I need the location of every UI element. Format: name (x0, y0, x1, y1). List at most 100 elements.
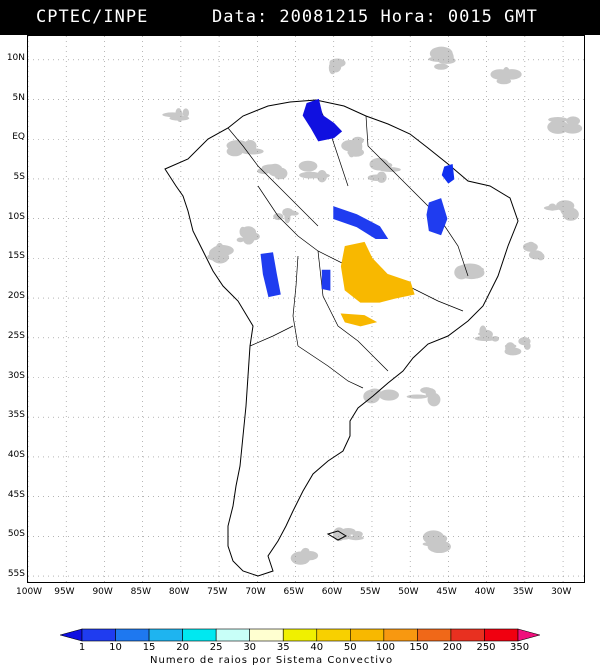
lat-tick-label: 10N (6, 52, 25, 63)
cloud-patch (182, 108, 190, 118)
cloud-patch (211, 251, 229, 264)
lon-tick-label: 30W (551, 587, 572, 597)
lat-tick-label: 40S (7, 449, 25, 460)
lon-tick-label: 85W (130, 587, 152, 597)
convective-system-parana (340, 313, 378, 327)
lat-tick-label: 5S (13, 171, 25, 182)
coastline-layer (164, 99, 519, 577)
convective-systems-layer (260, 98, 455, 327)
cloud-patch (369, 157, 389, 171)
lat-tick-label: 25S (7, 330, 25, 341)
lat-tick-label: 20S (7, 291, 25, 302)
cloud-patch (243, 140, 257, 152)
colorbar-swatch (484, 628, 519, 642)
lat-tick-label: 55S (7, 569, 25, 580)
south-america-map[interactable] (28, 36, 586, 584)
lon-tick-label: 55W (359, 587, 381, 597)
colorbar-tick-label: 30 (243, 642, 257, 653)
colorbar-swatch (350, 628, 385, 642)
colorbar-tick-label: 50 (343, 642, 357, 653)
cloud-patch (548, 203, 557, 211)
cloud-patch (427, 392, 441, 407)
lat-tick-label: 30S (7, 370, 25, 381)
cloud-patch (518, 337, 531, 346)
lon-tick-label: 95W (54, 587, 75, 597)
lat-tick-label: 50S (7, 529, 25, 540)
convective-system-mato-grosso (340, 241, 415, 303)
cloud-patch (383, 391, 396, 399)
cloud-patch (527, 243, 536, 253)
colorbar-tick-label: 20 (176, 642, 189, 653)
cloud-patch (236, 237, 245, 243)
cloud-patch (240, 226, 257, 240)
cloud-patch (406, 394, 428, 399)
colorbar-title: Numero de raios por Sistema Convectivo (150, 655, 394, 666)
country-borders (227, 99, 469, 389)
agency-label: CPTEC/INPE (36, 7, 149, 27)
lon-tick-label: 50W (398, 587, 419, 597)
cloud-patch (556, 200, 575, 212)
colorbar-swatch (517, 628, 540, 642)
cloud-patch (295, 554, 310, 560)
colorbar-tick-label: 350 (510, 642, 530, 653)
colorbar-tick-label: 1 (78, 642, 86, 653)
colorbar-swatch (450, 628, 485, 642)
cloud-patch (376, 171, 387, 183)
colorbar-swatch (81, 628, 116, 642)
colorbar-tick-label: 40 (310, 642, 324, 653)
cloud-patch (298, 160, 318, 172)
colorbar-swatch (148, 628, 183, 642)
map-header: CPTEC/INPE Data: 20081215 Hora: 0015 GMT (0, 0, 600, 35)
cloud-patch (528, 250, 544, 260)
colorbar-tick-label: 25 (209, 642, 223, 653)
cloud-patch (307, 162, 315, 167)
cloud-patch (347, 148, 365, 157)
lon-tick-label: 45W (436, 587, 457, 597)
colorbar-swatch (249, 628, 284, 642)
colorbar-swatch (60, 628, 83, 642)
convective-system-northeast-a (441, 164, 455, 184)
colorbar-tick-label: 200 (442, 642, 463, 653)
convective-system-amazon-north (302, 98, 343, 142)
cloud-patch (348, 535, 364, 541)
cloud-patch (257, 167, 271, 175)
colorbar-swatch (282, 628, 318, 642)
lon-tick-label: 90W (92, 587, 113, 597)
south-america-coastline (164, 99, 519, 577)
map-panel[interactable] (27, 35, 586, 584)
colorbar-swatch (115, 628, 150, 642)
colorbar-tick-label: 15 (142, 642, 156, 653)
lat-tick-label: 10S (7, 211, 25, 222)
convective-system-bolivia-small (321, 269, 331, 291)
cloud-patch (465, 266, 484, 273)
colorbar-tick-label: 10 (109, 642, 122, 653)
cloud-patch (340, 527, 356, 536)
cloud-patch (284, 211, 291, 224)
lat-tick-label: EQ (12, 132, 25, 143)
colorbar-tick-label: 150 (409, 642, 429, 653)
cloud-patch (234, 144, 243, 154)
cloud-patch (428, 389, 436, 396)
datetime-label: Data: 20081215 Hora: 0015 GMT (212, 7, 538, 27)
colorbar-swatch (383, 628, 418, 642)
colorbar-tick-label: 35 (276, 642, 290, 653)
colorbar-swatch (182, 628, 217, 642)
lon-tick-label: 60W (321, 587, 343, 597)
cloud-patch (273, 168, 284, 180)
lat-tick-label: 15S (7, 251, 25, 262)
cloud-patch (547, 120, 569, 134)
cloud-patch (454, 265, 469, 280)
cloud-patch (490, 69, 509, 80)
cloud-patch (474, 336, 497, 342)
colorbar-swatch (316, 628, 351, 642)
lat-lon-grid (28, 36, 586, 584)
cloud-patch (169, 115, 190, 121)
lat-tick-label: 5N (12, 92, 25, 103)
convective-system-northeast-b (426, 198, 448, 236)
lon-tick-label: 35W (512, 587, 534, 597)
cloud-cover-layer (162, 46, 583, 565)
colorbar-tick-label: 100 (375, 642, 395, 653)
lon-tick-label: 70W (245, 587, 266, 597)
lon-tick-label: 40W (474, 587, 495, 597)
falkland-islands (326, 530, 348, 541)
